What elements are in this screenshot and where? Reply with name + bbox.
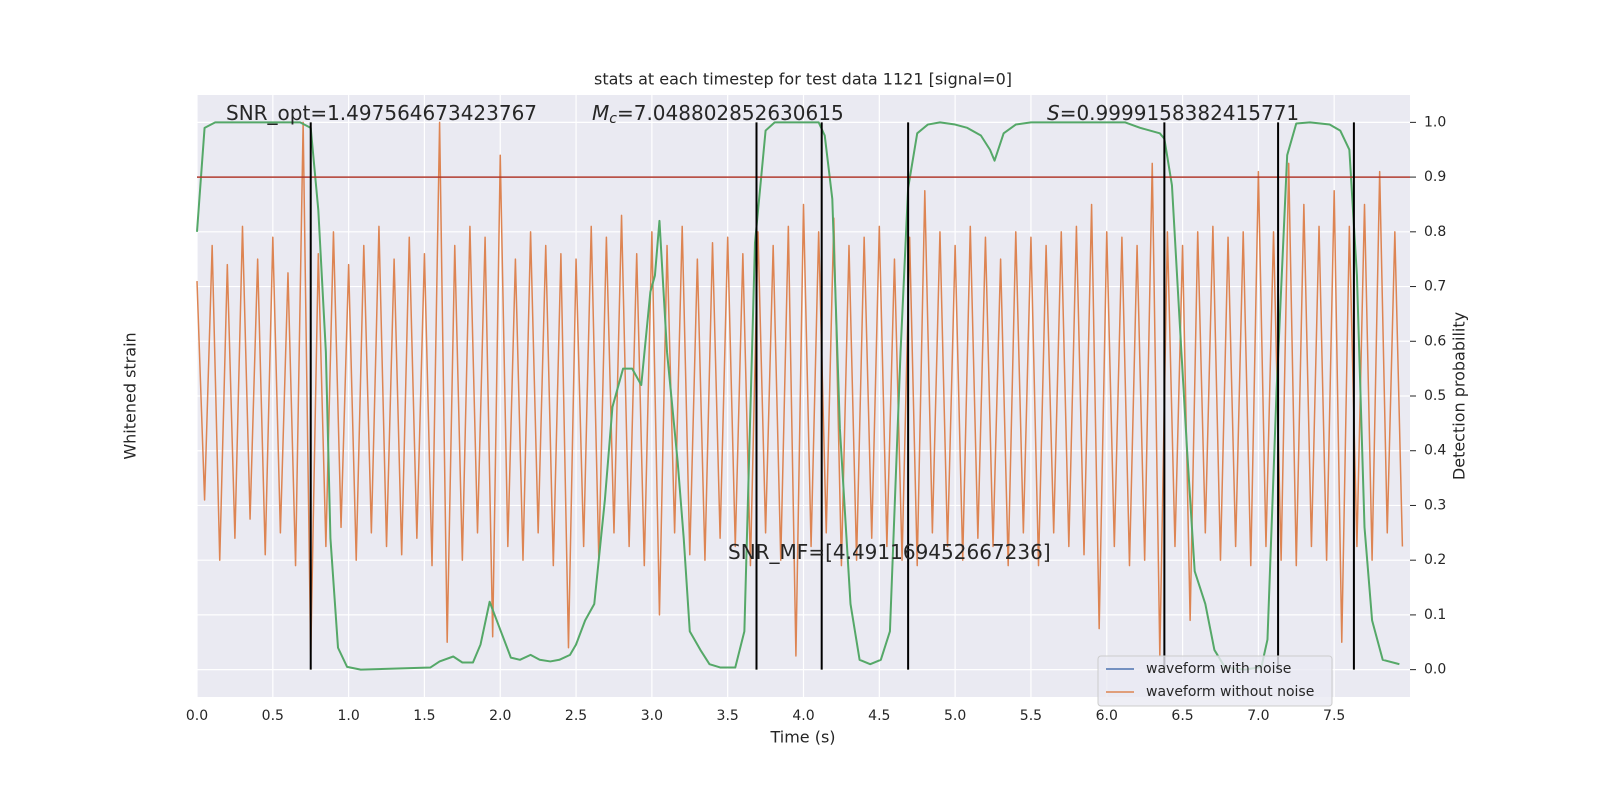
y2-tick-label: 0.1 [1424,607,1446,623]
x-tick-label: 7.5 [1323,708,1345,724]
y-axis-label: Whitened strain [121,332,140,459]
x-tick-label: 4.5 [868,708,890,724]
y2-tick-label: 0.6 [1424,333,1446,349]
legend-box [1097,655,1333,707]
y2-tick-label: 0.8 [1424,224,1446,240]
legend-label: waveform without noise [1146,684,1314,700]
x-tick-label: 3.0 [641,708,663,724]
x-tick-label: 3.5 [717,708,739,724]
x-tick-label: 1.5 [413,708,435,724]
annotation: SNR_opt=1.497564673423767 [226,101,537,125]
y2-tick-label: 1.0 [1424,114,1446,130]
series-line [196,121,1404,657]
y2-tick-label: 0.3 [1424,497,1446,513]
annotation-subscript: c [609,111,617,127]
y2-tick-label: 0.5 [1424,388,1446,404]
x-tick-label: 1.0 [337,708,359,724]
y2-tick-label: 0.0 [1424,662,1446,678]
annotation-text: SNR_MF=[4.491169452667236] [728,540,1051,564]
annotation: S=0.9999158382415771 [1047,101,1299,125]
chart-title: stats at each timestep for test data 112… [594,70,1012,89]
annotation: Mc=7.048802852630615 [592,101,844,128]
x-tick-label: 0.0 [186,708,208,724]
x-tick-label: 6.5 [1171,708,1193,724]
x-tick-label: 2.0 [489,708,511,724]
annotation: SNR_MF=[4.491169452667236] [728,540,1051,564]
y2-tick-label: 0.9 [1424,169,1446,185]
x-tick-label: 2.5 [565,708,587,724]
series-line [196,121,1400,671]
y2-tick-label: 0.7 [1424,279,1446,295]
x-tick-label: 5.5 [1020,708,1042,724]
x-tick-label: 4.0 [792,708,814,724]
x-tick-label: 0.5 [262,708,284,724]
y2-axis-label: Detection probability [1450,312,1469,480]
annotation-symbol: S [1047,101,1060,125]
x-axis-label: Time (s) [769,728,835,747]
y2-tick-label: 0.2 [1424,552,1446,568]
legend-label: waveform with noise [1146,661,1291,677]
annotation-text: =7.048802852630615 [617,101,844,125]
annotation-symbol: M [592,101,609,125]
x-tick-label: 6.0 [1096,708,1118,724]
annotation-text: =0.9999158382415771 [1060,101,1299,125]
x-tick-label: 5.0 [944,708,966,724]
x-tick-label: 7.0 [1247,708,1269,724]
y2-tick-label: 0.4 [1424,443,1446,459]
annotation-text: SNR_opt=1.497564673423767 [226,101,537,125]
